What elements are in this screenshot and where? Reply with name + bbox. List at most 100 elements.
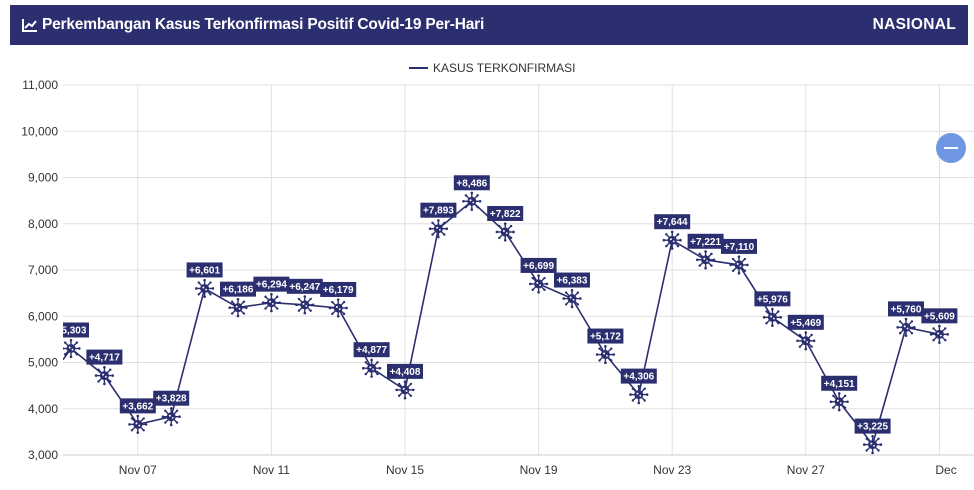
legend[interactable]: KASUS TERKONFIRMASI [409,61,575,75]
virus-icon [762,307,783,328]
data-label: +6,294 [256,280,287,291]
data-point[interactable]: +3,225 [854,418,891,455]
data-label: +4,151 [824,379,855,390]
data-label-bg [353,342,390,358]
data-point[interactable]: +6,247 [286,278,323,316]
data-point[interactable]: +7,110 [721,238,757,276]
data-label-bg [520,257,557,273]
data-point[interactable]: +7,822 [487,205,524,243]
data-point[interactable]: +4,877 [353,342,390,379]
zoom-reset-button[interactable] [936,133,966,163]
y-tick-label: 9,000 [28,171,58,185]
data-point[interactable]: +4,717 [86,349,123,386]
data-label-bg [63,322,89,338]
legend-label: KASUS TERKONFIRMASI [433,61,575,75]
data-point[interactable]: +5,172 [587,328,624,365]
data-label-bg [153,390,190,406]
virus-icon [828,391,850,413]
data-label: +8,486 [456,178,487,189]
data-point[interactable]: +5,976 [754,291,791,328]
x-tick-label: Nov 19 [520,463,558,477]
chart-area: 3,000 4,000 5,000 6,000 7,000 8,000 9,000 10,00… [0,45,974,485]
x-tick-label: Nov 23 [653,463,691,477]
data-point[interactable]: +6,179 [320,281,357,319]
chart-header: Perkembangan Kasus Terkonfirmasi Positif… [10,5,968,45]
data-label: +7,822 [490,209,521,220]
y-tick-label: 4,000 [28,402,58,416]
data-label-bg [453,175,490,191]
virus-icon [227,297,249,318]
virus-icon [160,406,182,428]
data-label: +5,172 [590,332,621,343]
data-point[interactable]: +4,408 [387,363,423,401]
data-label-bg [420,202,457,218]
x-tick-label: Dec [935,463,956,477]
virus-icon [127,414,149,435]
series-kasus-terkonfirmasi: +5,303+4,717+3,662+3,828+6,601+6,186 +6,2… [53,175,958,455]
data-point[interactable]: +4,151 [821,375,858,413]
y-tick-label: 8,000 [28,217,58,231]
data-label: +7,110 [724,242,755,253]
data-point[interactable]: +6,699 [520,257,557,295]
data-label: +6,247 [289,282,320,293]
data-point[interactable]: +7,644 [654,214,691,251]
data-point[interactable]: +8,486 [453,175,490,212]
virus-icon [628,384,650,405]
data-label: +5,609 [924,311,955,322]
data-point[interactable]: +6,294 [253,276,290,313]
data-point[interactable]: +3,828 [153,390,190,428]
data-label-bg [320,281,357,297]
data-label: +3,828 [156,394,187,405]
data-label: +7,644 [657,217,688,228]
data-label-bg [721,238,757,254]
data-label: +4,306 [623,372,654,383]
data-label: +6,179 [323,285,354,296]
data-point[interactable]: +3,662 [119,398,156,435]
data-point[interactable]: +6,601 [186,262,223,299]
data-label-bg [888,301,924,317]
virus-icon [661,229,683,251]
virus-icon [895,317,917,338]
virus-icon [361,357,382,379]
virus-icon [795,330,817,352]
y-tick-label: 3,000 [28,448,58,462]
data-point[interactable]: +5,303 [53,322,89,359]
data-label-bg [754,291,791,307]
data-point[interactable]: +6,383 [554,272,590,309]
data-point[interactable]: +5,760 [888,301,924,338]
title-wrap: Perkembangan Kasus Terkonfirmasi Positif… [22,5,484,45]
virus-icon [561,288,583,309]
virus-icon [929,324,950,345]
virus-icon [94,365,115,386]
data-label: +4,408 [390,367,421,378]
line-chart: 3,000 4,000 5,000 6,000 7,000 8,000 9,000 10,00… [21,61,974,477]
data-label: +6,601 [189,265,220,276]
data-label-bg [921,308,958,324]
data-label-bg [687,233,724,249]
data-label: +3,225 [857,422,888,433]
data-label: +6,383 [557,276,588,287]
data-point[interactable]: +7,221 [687,233,724,271]
data-point[interactable]: +5,469 [787,314,824,352]
virus-icon [394,379,416,401]
data-label-bg [119,398,156,414]
data-label-bg [554,272,590,288]
virus-icon [194,278,215,299]
scope-label: NASIONAL [872,16,956,33]
data-point[interactable]: +6,186 [220,281,256,318]
data-label-bg [220,281,256,297]
data-label-bg [821,375,858,391]
data-point[interactable]: +5,609 [921,308,958,345]
y-axis: 3,000 4,000 5,000 6,000 7,000 8,000 9,000 10,00… [21,78,58,462]
y-tick-label: 5,000 [28,356,58,370]
data-label-bg [186,262,223,278]
data-label: +5,303 [56,325,87,336]
data-label-bg [286,278,323,294]
x-tick-label: Nov 11 [253,463,290,477]
y-tick-label: 7,000 [28,263,58,277]
data-point[interactable]: +4,306 [620,368,657,405]
virus-icon [63,338,82,359]
data-label-bg [487,205,524,221]
data-label: +4,877 [356,345,387,356]
data-point[interactable]: +7,893 [420,202,457,239]
